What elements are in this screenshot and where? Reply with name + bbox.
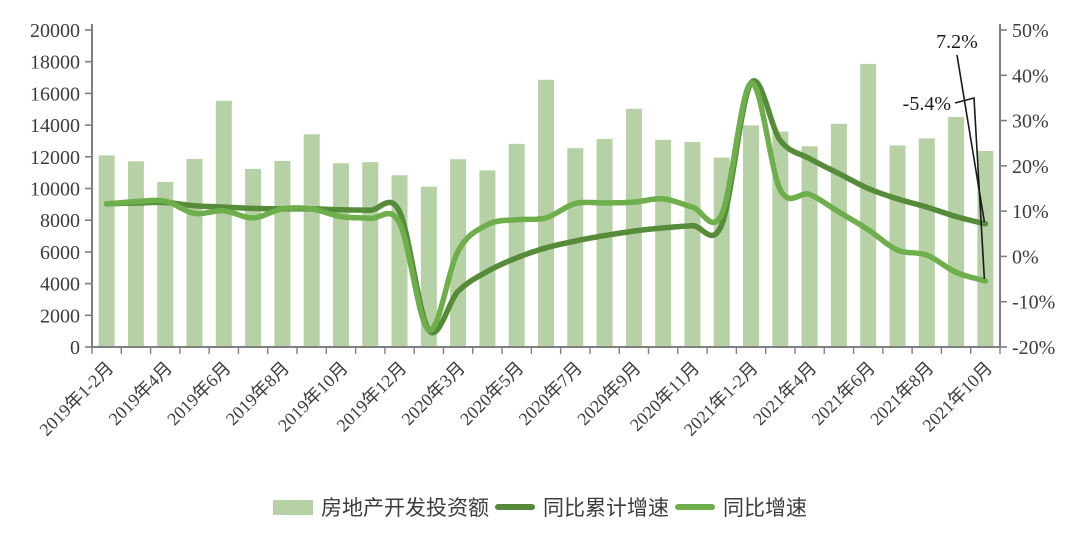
legend-bar-swatch [273,499,313,515]
bar-2021年8月 [918,138,935,347]
left-axis-tick-label: 8000 [40,210,80,232]
chart-legend: 房地产开发投资额 同比累计增速 同比增速 [0,492,1080,522]
bar-2021年6月 [860,63,877,348]
legend-item-monthly-growth: 同比增速 [675,492,807,522]
bar-2019年4月 [157,181,174,347]
bar-2019年9月 [303,134,320,347]
bar-2019年5月 [186,159,203,347]
left-axis-tick-label: 12000 [30,147,80,169]
right-axis-tick-label: -20% [1012,337,1055,359]
left-axis-tick-label: 10000 [30,179,80,201]
bar-2020年1-2月 [420,186,437,347]
legend-line-swatch-monthly [675,504,715,510]
bar-2019年1-2月 [98,155,115,347]
bar-2020年11月 [684,141,701,347]
bar-2021年10月 [977,150,994,347]
x-axis-category-label: 2019年1-2月 [35,358,117,440]
right-axis-tick-label: 30% [1012,111,1049,133]
bar-2020年6月 [538,79,554,348]
right-axis-tick-label: 50% [1012,20,1049,42]
bar-2020年5月 [508,143,525,347]
left-axis-tick-label: 2000 [40,305,80,327]
legend-label-monthly-growth: 同比增速 [723,496,807,520]
bar-2020年9月 [625,108,642,347]
real-estate-investment-growth-combo-chart: 0 2000 4000 6000 8000 10000 12000 14000 16000 180… [30,20,1055,440]
bar-2021年9月 [948,117,965,347]
right-axis-tick-label: -10% [1012,292,1055,314]
right-axis-tick-label: 10% [1012,201,1049,223]
bar-2019年11月 [362,162,379,347]
right-axis-tick-label: 20% [1012,156,1049,178]
bar-2020年10月 [655,139,672,347]
bar-2019年7月 [245,168,262,347]
line-同比累计增速 [103,78,989,336]
legend-label-investment: 房地产开发投资额 [321,496,489,520]
bar-2019年8月 [274,160,291,347]
annotation-monthly-final-value: -5.4% [903,93,951,115]
bar-2020年7月 [567,148,584,347]
bar-2021年4月 [801,146,818,347]
left-axis-tick-label: 16000 [30,83,80,105]
left-axis-tick-label: 18000 [30,52,80,74]
left-axis-tick-label: 6000 [40,242,80,264]
bar-2019年3月 [127,161,144,347]
right-axis-tick-label: 40% [1012,65,1049,87]
legend-label-cumulative-growth: 同比累计增速 [543,496,669,520]
annotation-leader-line [954,96,986,279]
left-axis-tick-label: 0 [70,337,80,359]
left-axis-tick-label: 20000 [30,20,80,42]
annotation-cumulative-final-value: 7.2% [936,31,978,53]
bar-2020年4月 [479,170,496,347]
line-同比增速 [103,80,989,333]
legend-item-cumulative-growth: 同比累计增速 [495,492,669,522]
bar-2019年6月 [215,100,232,347]
left-axis-tick-label: 14000 [30,115,80,137]
legend-line-swatch-cumulative [495,504,535,510]
bar-2021年5月 [830,123,847,347]
bar-2020年8月 [596,138,613,347]
left-axis-tick-label: 4000 [40,274,80,296]
bar-2019年10月 [332,163,349,347]
right-axis-tick-label: 0% [1012,246,1039,268]
bar-2021年1-2月 [743,125,760,347]
legend-item-investment: 房地产开发投资额 [273,492,489,522]
